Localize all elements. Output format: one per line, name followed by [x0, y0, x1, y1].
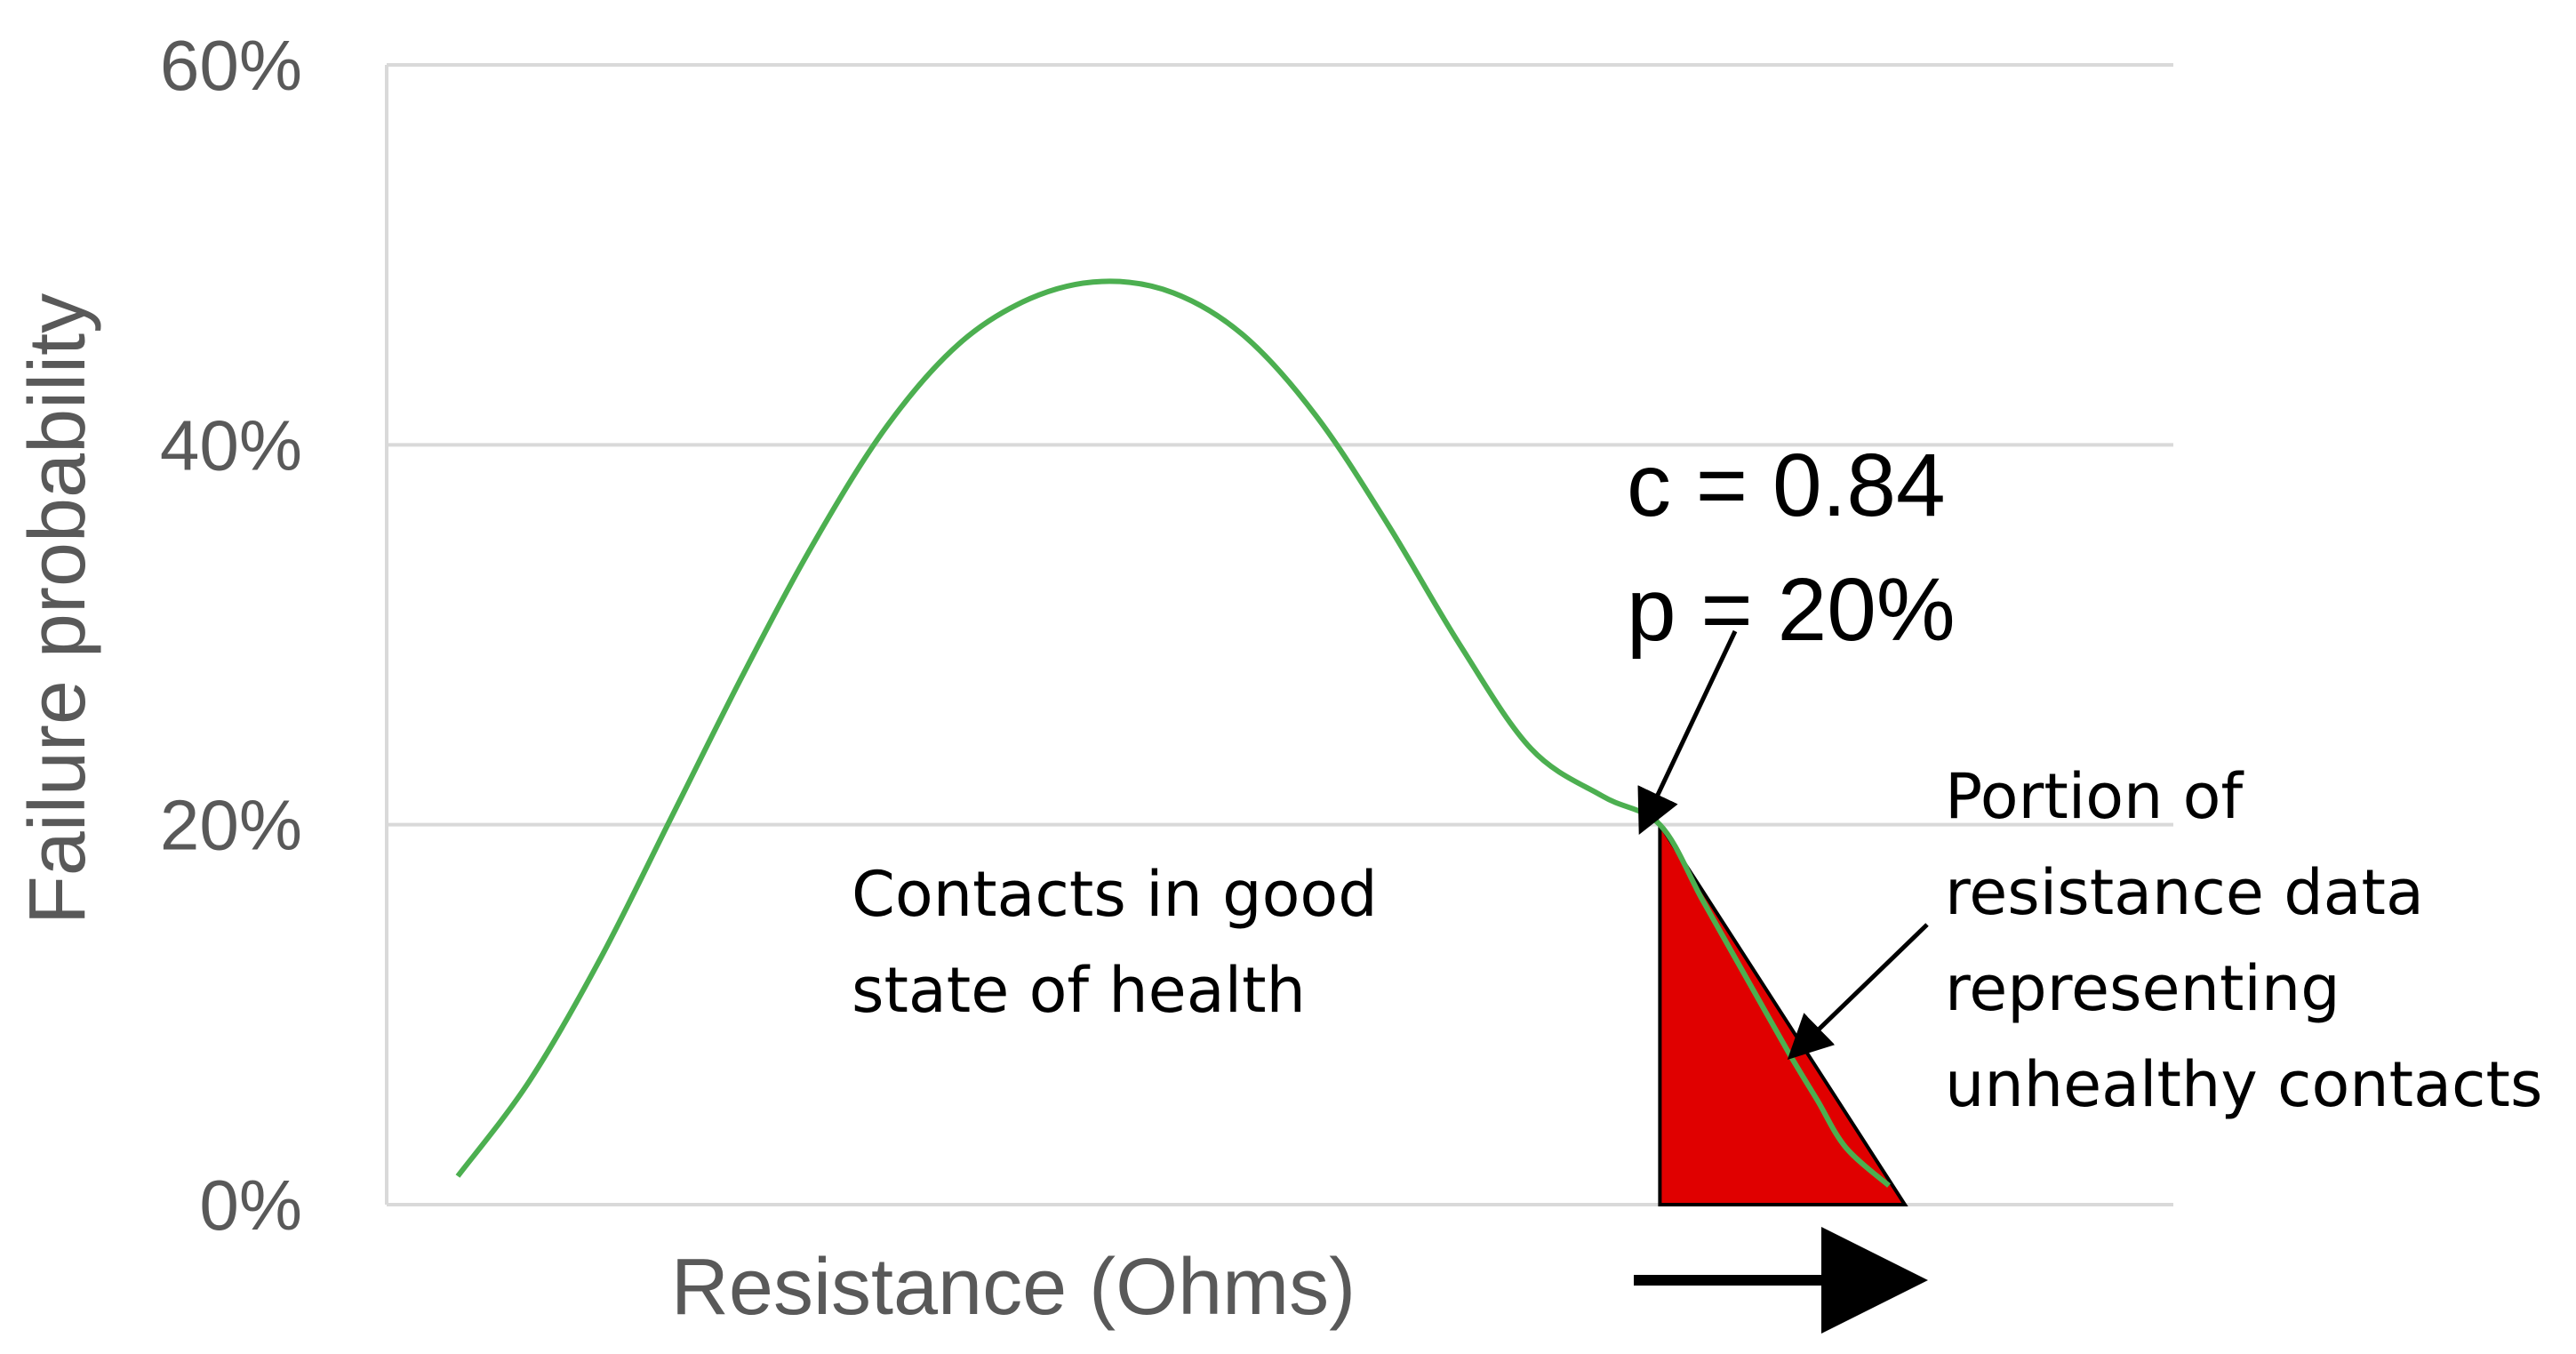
- portion-label-line4: unhealthy contacts: [1945, 1048, 2542, 1121]
- grid-layer: [387, 63, 2173, 827]
- y-tick-label: 40%: [160, 405, 302, 485]
- good-health-label-line1: Contacts in good: [852, 858, 1378, 931]
- tick-layer: 0% 20% 40% 60%: [160, 26, 302, 1245]
- distribution-curve: [455, 278, 1891, 1188]
- good-health-label-line2: state of health: [852, 954, 1306, 1027]
- portion-label-line2: resistance data: [1945, 856, 2424, 929]
- y-axis-title: Failure probability: [13, 293, 102, 925]
- x-axis-title: Resistance (Ohms): [671, 1243, 1356, 1332]
- p-label-pointer-arrow: [1637, 629, 1738, 836]
- portion-pointer-arrow: [1787, 923, 1929, 1060]
- c-value-label: c = 0.84: [1627, 436, 1946, 535]
- y-tick-label: 20%: [160, 786, 302, 865]
- portion-label-line1: Portion of: [1945, 760, 2244, 833]
- unhealthy-region: [1658, 818, 1908, 1206]
- y-tick-label: 60%: [160, 26, 302, 105]
- y-tick-label: 0%: [199, 1166, 302, 1245]
- p-value-label: p = 20%: [1627, 560, 1956, 660]
- portion-label-line3: representing: [1945, 952, 2340, 1025]
